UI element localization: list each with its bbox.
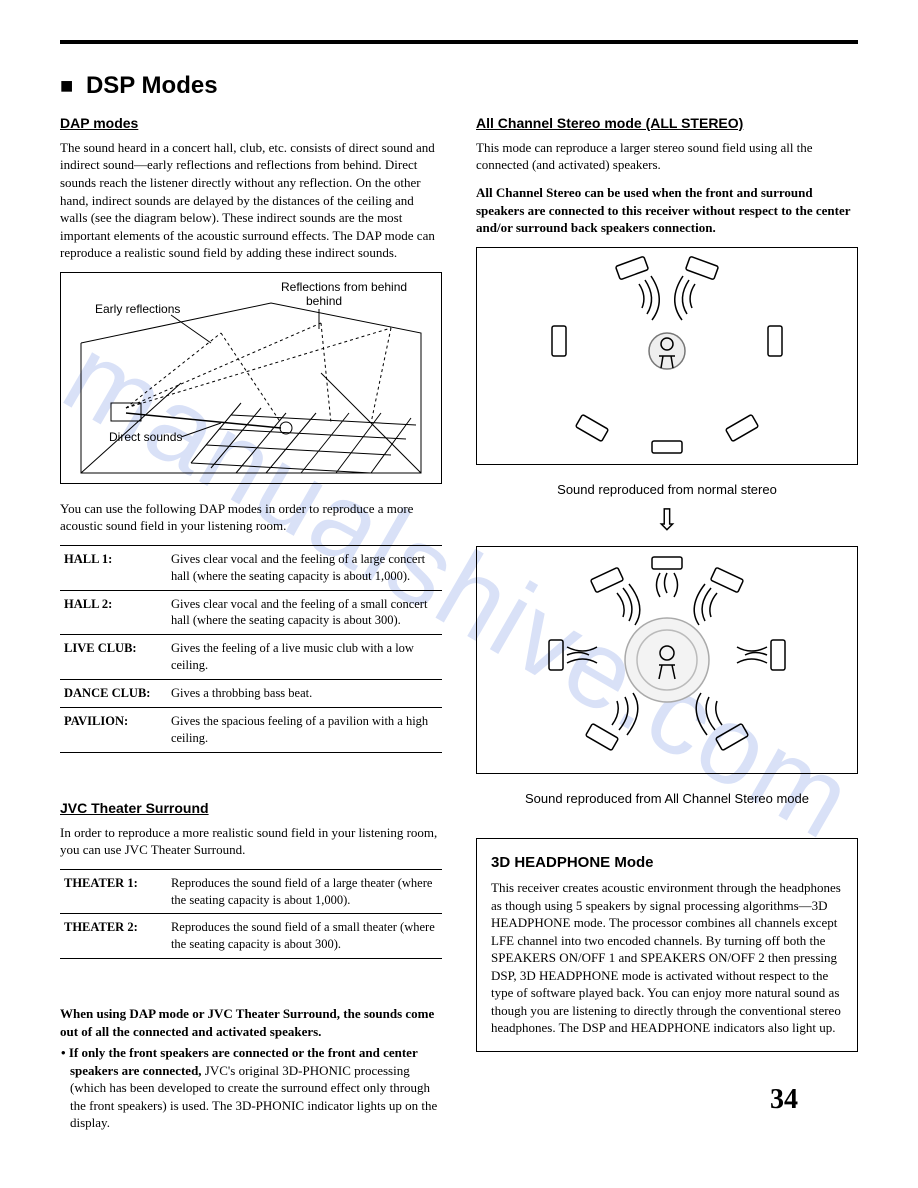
headphone-mode-title: 3D HEADPHONE Mode [491, 853, 843, 873]
table-row: THEATER 1:Reproduces the sound field of … [60, 869, 442, 914]
table-row: THEATER 2:Reproduces the sound field of … [60, 914, 442, 959]
mode-description: Gives the feeling of a live music club w… [167, 635, 442, 680]
svg-text:behind: behind [306, 294, 342, 308]
mode-description: Gives the spacious feeling of a pavilion… [167, 707, 442, 752]
mode-description: Gives clear vocal and the feeling of a l… [167, 545, 442, 590]
jvc-theater-paragraph: In order to reproduce a more realistic s… [60, 824, 442, 859]
mode-description: Gives clear vocal and the feeling of a s… [167, 590, 442, 635]
dap-intro-paragraph: The sound heard in a concert hall, club,… [60, 139, 442, 262]
mode-label: THEATER 1: [60, 869, 167, 914]
main-heading-text: DSP Modes [86, 72, 218, 99]
page-number: 34 [770, 1084, 798, 1116]
mode-description: Reproduces the sound field of a large th… [167, 869, 442, 914]
concert-hall-diagram: Reflections from behind behind Early ref… [60, 272, 442, 484]
jvc-theater-heading: JVC Theater Surround [60, 799, 442, 818]
table-row: HALL 1:Gives clear vocal and the feeling… [60, 545, 442, 590]
table-row: LIVE CLUB:Gives the feeling of a live mu… [60, 635, 442, 680]
normal-stereo-diagram [476, 247, 858, 465]
dap-modes-table: HALL 1:Gives clear vocal and the feeling… [60, 545, 442, 753]
right-column: All Channel Stereo mode (ALL STEREO) Thi… [476, 114, 858, 1136]
dap-modes-heading: DAP modes [60, 114, 442, 133]
square-bullet-icon: ■ [60, 73, 73, 98]
all-stereo-paragraph: This mode can reproduce a larger stereo … [476, 139, 858, 174]
all-channel-stereo-diagram [476, 546, 858, 774]
left-column: DAP modes The sound heard in a concert h… [60, 114, 442, 1136]
mode-description: Reproduces the sound field of a small th… [167, 914, 442, 959]
label-early-reflections: Early reflections [95, 302, 180, 316]
top-rule [60, 40, 858, 44]
usage-bullet-list: If only the front speakers are connected… [60, 1044, 442, 1132]
label-direct-sounds: Direct sounds [109, 430, 182, 444]
jvc-theater-table: THEATER 1:Reproduces the sound field of … [60, 869, 442, 960]
table-row: PAVILION:Gives the spacious feeling of a… [60, 707, 442, 752]
mode-label: HALL 2: [60, 590, 167, 635]
label-reflections-behind: Reflections from behind [281, 280, 407, 294]
down-arrow-icon: ⇩ [476, 506, 858, 536]
table-row: HALL 2:Gives clear vocal and the feeling… [60, 590, 442, 635]
all-stereo-heading: All Channel Stereo mode (ALL STEREO) [476, 114, 858, 133]
table-row: DANCE CLUB:Gives a throbbing bass beat. [60, 680, 442, 708]
mode-label: PAVILION: [60, 707, 167, 752]
all-channel-stereo-caption: Sound reproduced from All Channel Stereo… [476, 790, 858, 808]
mode-label: LIVE CLUB: [60, 635, 167, 680]
page-title: ■ DSP Modes [60, 72, 858, 100]
dap-intro-paragraph-2: You can use the following DAP modes in o… [60, 500, 442, 535]
headphone-mode-paragraph: This receiver creates acoustic environme… [491, 879, 843, 1037]
mode-label: DANCE CLUB: [60, 680, 167, 708]
usage-bullet-item: If only the front speakers are connected… [70, 1044, 442, 1132]
usage-note: When using DAP mode or JVC Theater Surro… [60, 1005, 442, 1040]
mode-label: HALL 1: [60, 545, 167, 590]
all-stereo-bold-note: All Channel Stereo can be used when the … [476, 184, 858, 237]
mode-label: THEATER 2: [60, 914, 167, 959]
normal-stereo-caption: Sound reproduced from normal stereo [476, 481, 858, 499]
headphone-mode-box: 3D HEADPHONE Mode This receiver creates … [476, 838, 858, 1052]
mode-description: Gives a throbbing bass beat. [167, 680, 442, 708]
